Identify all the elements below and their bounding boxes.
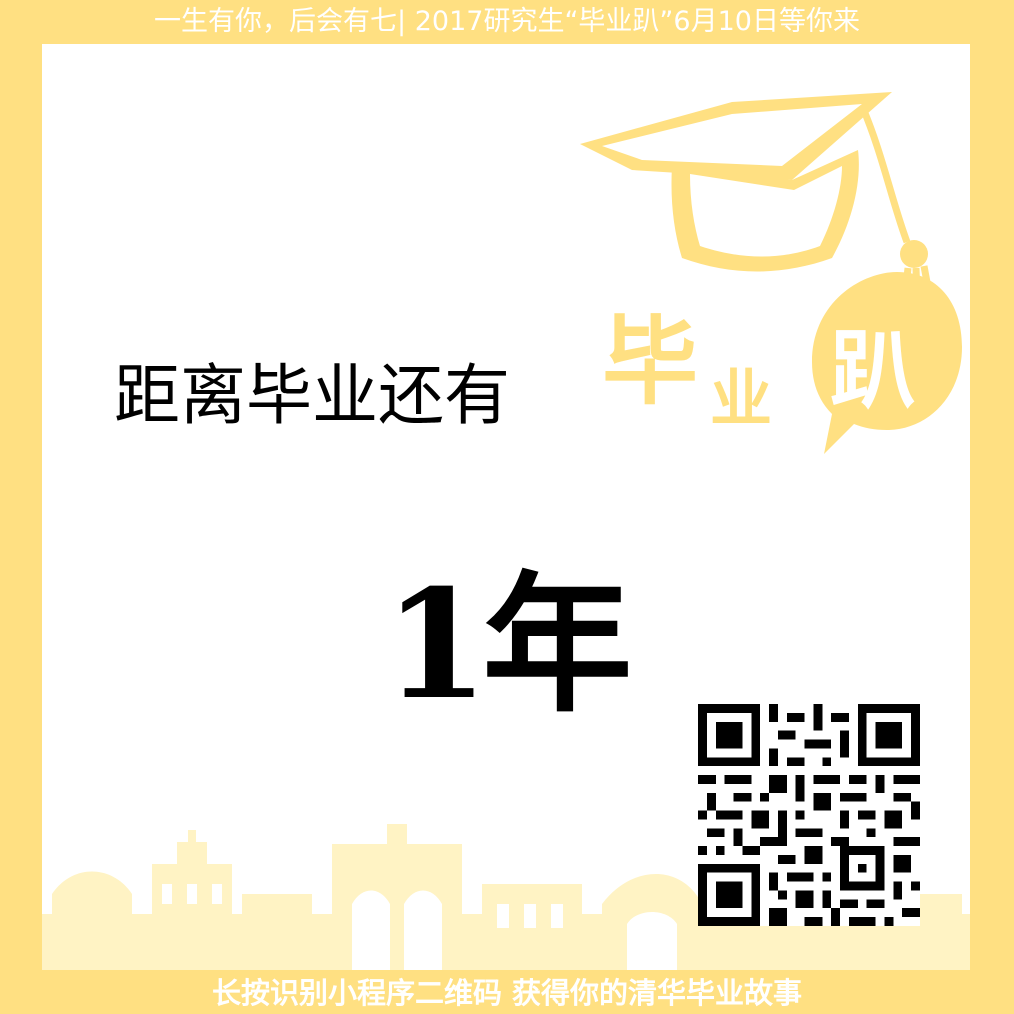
qr-code-icon (698, 704, 920, 926)
mini-program-qr-code[interactable] (698, 704, 920, 926)
graduation-cap-icon (580, 92, 962, 454)
logo-char-pa: 趴 (830, 321, 916, 421)
countdown-value: 1年 (384, 557, 632, 733)
logo-char-bi: 毕 (602, 306, 698, 418)
bottom-banner: 长按识别小程序二维码 获得你的清华毕业故事 (211, 976, 803, 1010)
logo-char-ye: 业 (710, 362, 773, 435)
poster-card: 毕 业 趴 距离毕业还有 1年 (42, 44, 970, 970)
top-banner: 一生有你，后会有七| 2017研究生“毕业趴”6月10日等你来 (154, 6, 860, 37)
page-title: 距离毕业还有 (114, 357, 510, 434)
graduation-logo: 毕 业 趴 (562, 62, 962, 462)
